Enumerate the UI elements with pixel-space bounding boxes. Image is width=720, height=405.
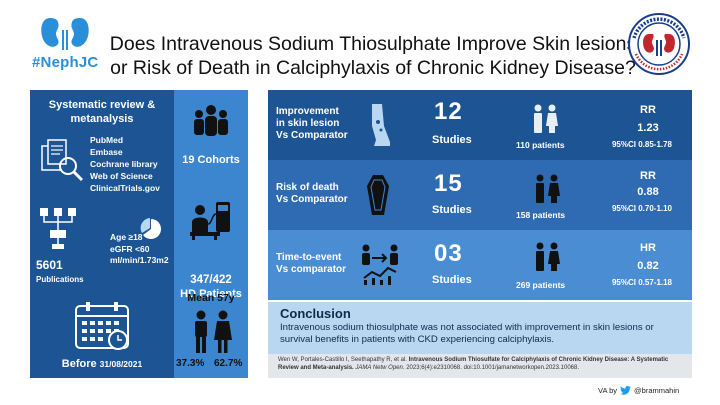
search-date: Before 31/08/2021 xyxy=(30,358,174,370)
kidneys-icon xyxy=(41,18,89,50)
stat-type: HR xyxy=(640,242,656,254)
database-item: PubMed xyxy=(90,135,124,145)
confidence-interval: 95%CI 0.85-1.78 xyxy=(611,140,673,149)
studies-label: Studies xyxy=(432,134,472,146)
time-trend-icon xyxy=(362,244,398,285)
patients-pair-icon xyxy=(536,242,560,271)
citation-journal: JAMA Netw Open. xyxy=(355,365,405,371)
studies-label: Studies xyxy=(432,274,472,286)
before-date: 31/08/2021 xyxy=(99,359,143,369)
population-column: 19 Cohorts 347/422 HD Patients Mean 57y … xyxy=(174,90,248,378)
outcome-label-line: Time-to-event xyxy=(276,252,342,263)
result-row-skin: Improvement in skin lesion Vs Comparator… xyxy=(268,90,692,160)
outcome-label: Risk of death Vs Comparator xyxy=(276,182,348,206)
flowchart-icon xyxy=(40,208,76,249)
patients-count: 158 patients xyxy=(516,210,566,220)
outcome-label: Time-to-event Vs comparator xyxy=(276,252,346,276)
outcome-label-line: in skin lesion xyxy=(276,118,340,129)
studies-count: 12 xyxy=(434,98,463,125)
database-item: Cochrane library xyxy=(90,159,158,169)
male-female-icon xyxy=(195,310,232,353)
review-title: Systematic review & metanalysis xyxy=(30,98,174,126)
studies-count: 03 xyxy=(434,240,463,267)
page-title: Does Intravenous Sodium Thiosulphate Imp… xyxy=(108,32,638,80)
title-line-1: Does Intravenous Sodium Thiosulphate Imp… xyxy=(109,33,637,55)
results-panel: Improvement in skin lesion Vs Comparator… xyxy=(268,90,692,378)
database-item: Web of Science xyxy=(90,171,153,181)
egfr-criterion: eGFR <60 xyxy=(110,243,150,254)
credit-handle: @brammahin xyxy=(634,386,680,395)
review-title-line-2: metanalysis xyxy=(70,113,134,125)
database-item: Embase xyxy=(90,147,123,157)
stat-value: 0.82 xyxy=(637,260,659,272)
conclusion-box: Conclusion Intravenous sodium thiosulpha… xyxy=(268,302,692,354)
conclusion-text: Intravenous sodium thiosulphate was not … xyxy=(280,322,654,345)
patients-count: 269 patients xyxy=(516,280,566,290)
before-label: Before xyxy=(61,358,97,370)
brand-hashtag: #NephJC xyxy=(32,54,99,71)
nephjc-logo: #NephJC xyxy=(30,14,98,76)
citation-authors: Wen W, Portales-Castillo I, Seethapathy … xyxy=(278,357,407,363)
egfr-unit: ml/min/1.73m2 xyxy=(110,255,169,265)
confidence-interval: 95%CI 0.70-1.10 xyxy=(611,204,673,213)
male-percent: 37.3% xyxy=(176,358,205,369)
twitter-bird-icon xyxy=(620,386,631,395)
database-item: ClinicalTrials.gov xyxy=(90,183,160,193)
cohorts-count: 19 Cohorts xyxy=(182,154,240,166)
dialysis-machine-icon xyxy=(190,202,230,240)
publications-label: Publications xyxy=(36,275,84,284)
calendar-icon xyxy=(75,302,129,350)
database-list: PubMed Embase Cochrane library Web of Sc… xyxy=(90,134,160,194)
people-group-icon xyxy=(194,105,228,136)
outcome-label-line: Risk of death xyxy=(276,182,339,193)
patients-count: 110 patients xyxy=(516,140,565,150)
publications-count: 5601 xyxy=(36,258,63,272)
outcome-label-line: Vs comparator xyxy=(276,264,347,275)
result-row-time-to-event: Time-to-event Vs comparator 03 Studies 2… xyxy=(268,230,692,300)
mean-age: Mean 57y xyxy=(187,292,235,304)
citation-details: 2023;6(4):e2310068. doi:10.1001/jamanetw… xyxy=(406,365,579,371)
hd-patients-count: 347/422 xyxy=(190,274,232,286)
credit-line: VA by @brammahin xyxy=(598,386,679,395)
coffin-icon xyxy=(367,175,389,215)
seal-icon xyxy=(628,13,690,75)
stat-type: RR xyxy=(640,170,656,182)
outcome-label-line: Improvement xyxy=(276,106,339,117)
studies-label: Studies xyxy=(432,204,472,216)
stat-type: RR xyxy=(640,104,656,116)
patients-pair-icon xyxy=(534,104,558,133)
female-percent: 62.7% xyxy=(214,358,243,369)
hd-patients-label: HD Patients xyxy=(180,288,242,300)
pie-icon xyxy=(140,218,161,239)
confidence-interval: 95%CI 0.57-1.18 xyxy=(611,278,673,287)
documents-search-icon xyxy=(41,139,84,182)
review-title-line-1: Systematic review & xyxy=(48,99,156,111)
studies-count: 15 xyxy=(434,170,463,197)
conclusion-title: Conclusion xyxy=(280,306,351,321)
stat-value: 0.88 xyxy=(637,186,659,198)
patients-pair-icon xyxy=(536,174,560,203)
stat-value: 1.23 xyxy=(637,122,659,134)
leg-lesion-icon xyxy=(372,104,390,146)
credit-prefix: VA by xyxy=(598,386,618,395)
outcome-label: Improvement in skin lesion Vs Comparator xyxy=(276,106,348,142)
outcome-label-line: Vs Comparator xyxy=(276,194,348,205)
citation: Wen W, Portales-Castillo I, Seethapathy … xyxy=(268,354,692,378)
inclusion-criteria: Age ≥18 eGFR <60 ml/min/1.73m2 xyxy=(110,232,169,267)
methods-column: Systematic review & metanalysis PubMed E… xyxy=(30,90,174,378)
title-line-2: or Risk of Death in Calciphylaxis of Chr… xyxy=(110,57,636,79)
citation-title: Intravenous Sodium Thiosulfate for Calci… xyxy=(278,357,669,371)
age-criterion: Age ≥18 xyxy=(110,232,143,242)
nephrology-seal-logo xyxy=(627,12,691,76)
result-row-death: Risk of death Vs Comparator 15 Studies 1… xyxy=(268,160,692,230)
outcome-label-line: Vs Comparator xyxy=(276,130,348,141)
